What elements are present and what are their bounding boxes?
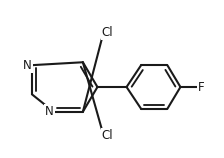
Text: N: N bbox=[23, 59, 32, 72]
Text: Cl: Cl bbox=[102, 26, 113, 39]
Text: Cl: Cl bbox=[102, 129, 113, 142]
Text: N: N bbox=[45, 105, 54, 118]
Text: F: F bbox=[198, 81, 205, 94]
